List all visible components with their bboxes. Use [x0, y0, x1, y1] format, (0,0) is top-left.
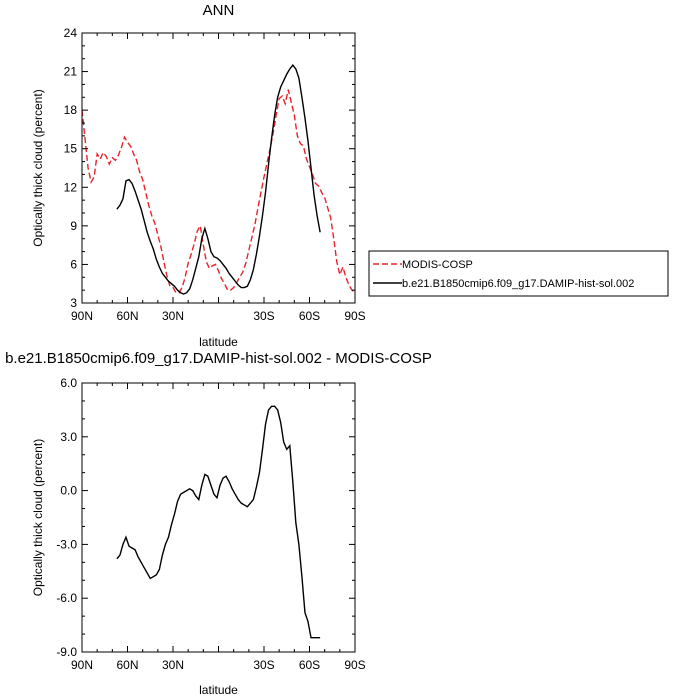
top-chart-x-tick-label: 60S [299, 309, 320, 323]
top-chart-x-axis-label: latitude [199, 335, 238, 349]
bottom-chart-x-tick-label: 90N [71, 658, 93, 672]
bottom-chart-title: b.e21.B1850cmip6.f09_g17.DAMIP-hist-sol.… [5, 350, 432, 367]
top-chart-y-tick-label: 9 [70, 219, 77, 233]
legend-box [368, 250, 669, 297]
bottom-chart-x-tick-label: 30N [162, 658, 184, 672]
top-chart-legend: MODIS-COSP b.e21.B1850cmip6.f09_g17.DAMI… [368, 250, 669, 297]
top-chart-y-tick-label: 24 [64, 26, 78, 40]
top-chart-y-tick-label: 3 [70, 296, 77, 310]
bottom-chart-x-tick-label: 90S [344, 658, 365, 672]
bottom-chart-y-tick-label: -9.0 [56, 645, 77, 659]
top-chart-y-tick-label: 6 [70, 257, 77, 271]
top-chart: ANN Optically thick cloud (percent) lati… [31, 2, 366, 349]
legend-label-model: b.e21.B1850cmip6.f09_g17.DAMIP-hist-sol.… [402, 278, 634, 290]
bottom-chart-y-tick-label: -3.0 [56, 537, 77, 551]
bottom-chart-x-tick-label: 30S [253, 658, 274, 672]
bottom-chart-y-tick-label: 6.0 [60, 376, 77, 390]
legend-label-modis-cosp: MODIS-COSP [402, 259, 473, 271]
top-chart-y-axis-label: Optically thick cloud (percent) [31, 89, 45, 246]
top-chart-y-tick-label: 12 [64, 180, 78, 194]
top-chart-series-modis-cosp-line [82, 89, 355, 294]
bottom-chart-y-axis-label: Optically thick cloud (percent) [31, 439, 45, 596]
bottom-chart-x-axis-label: latitude [199, 683, 238, 697]
bottom-chart-y-tick-label: 3.0 [60, 430, 77, 444]
bottom-chart-x-tick-label: 60N [116, 658, 138, 672]
top-chart-x-tick-label: 90N [71, 309, 93, 323]
top-chart-series-b-e21-b1850cmip6-f09-g17-damip-hist-sol-002-line [116, 64, 321, 295]
top-chart-x-tick-label: 60N [116, 309, 138, 323]
top-chart-x-tick-label: 90S [344, 309, 365, 323]
top-chart-x-tick-label: 30S [253, 309, 274, 323]
bottom-chart-y-tick-label: -6.0 [56, 591, 77, 605]
top-chart-title: ANN [203, 2, 235, 19]
top-chart-y-tick-label: 18 [64, 103, 78, 117]
bottom-chart-x-tick-label: 60S [299, 658, 320, 672]
bottom-chart-plot-frame [81, 382, 356, 653]
bottom-chart-y-tick-label: 0.0 [60, 484, 77, 498]
top-chart-y-tick-label: 21 [64, 65, 78, 79]
bottom-chart: b.e21.B1850cmip6.f09_g17.DAMIP-hist-sol.… [5, 350, 432, 697]
top-chart-y-tick-label: 15 [64, 142, 78, 156]
top-chart-x-tick-label: 30N [162, 309, 184, 323]
top-chart-plot-frame [81, 32, 356, 304]
bottom-chart-series-difference-line [116, 405, 321, 639]
